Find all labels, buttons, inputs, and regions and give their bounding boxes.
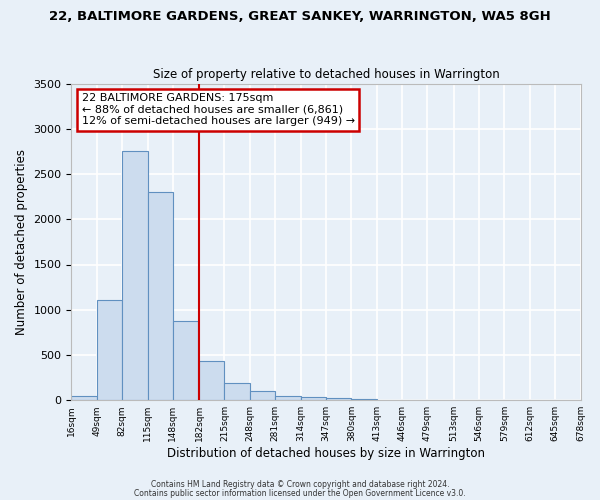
Bar [224,384,250,400]
Text: 22, BALTIMORE GARDENS, GREAT SANKEY, WARRINGTON, WA5 8GH: 22, BALTIMORE GARDENS, GREAT SANKEY, WAR… [49,10,551,23]
Bar [97,300,122,400]
Bar [301,398,326,400]
Text: Contains public sector information licensed under the Open Government Licence v3: Contains public sector information licen… [134,488,466,498]
Bar [173,320,198,400]
Text: Contains HM Land Registry data © Crown copyright and database right 2024.: Contains HM Land Registry data © Crown c… [151,480,449,489]
Bar [122,152,148,400]
Bar [326,398,352,400]
Y-axis label: Number of detached properties: Number of detached properties [15,149,28,335]
Bar [71,396,97,400]
Bar [275,396,301,400]
Bar [148,192,173,400]
Bar [250,391,275,400]
Text: 22 BALTIMORE GARDENS: 175sqm
← 88% of detached houses are smaller (6,861)
12% of: 22 BALTIMORE GARDENS: 175sqm ← 88% of de… [82,93,355,126]
Title: Size of property relative to detached houses in Warrington: Size of property relative to detached ho… [152,68,499,81]
Bar [199,362,224,400]
X-axis label: Distribution of detached houses by size in Warrington: Distribution of detached houses by size … [167,447,485,460]
